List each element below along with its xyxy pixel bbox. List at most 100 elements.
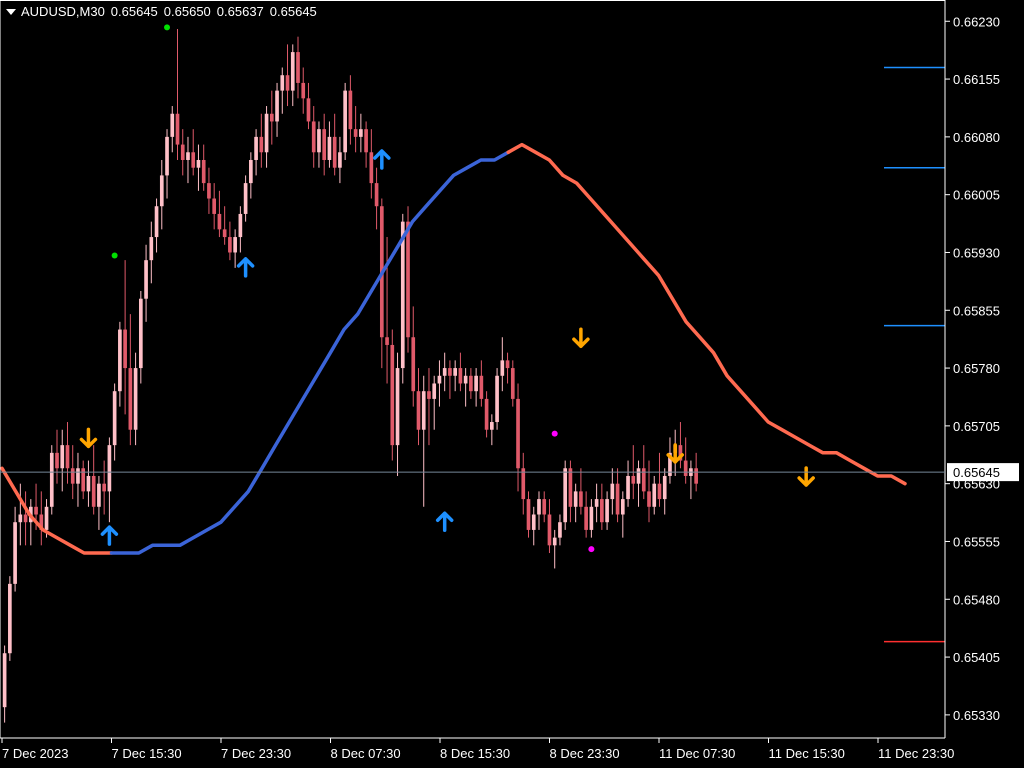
candle xyxy=(97,475,101,530)
price-tick-label: 0.65405 xyxy=(953,650,1000,665)
candle-body xyxy=(18,514,23,523)
candle xyxy=(547,499,552,554)
candle xyxy=(207,167,211,214)
candle-body xyxy=(369,152,374,184)
candle xyxy=(23,491,28,546)
candle-body xyxy=(626,475,630,500)
candle xyxy=(76,452,80,507)
candle-body xyxy=(547,514,552,546)
time-tick-label: 11 Dec 15:30 xyxy=(769,746,845,761)
candle xyxy=(579,468,583,515)
candle-body xyxy=(374,183,379,207)
price-tick-label: 0.65930 xyxy=(953,245,1000,260)
candle xyxy=(165,129,169,199)
candle-body xyxy=(531,514,536,530)
candle xyxy=(81,460,86,500)
chevron-down-icon[interactable] xyxy=(6,9,16,16)
candle-body xyxy=(254,136,258,160)
candle-body xyxy=(484,398,489,430)
candle xyxy=(400,213,405,384)
candle-body xyxy=(568,468,573,507)
candle xyxy=(442,352,447,392)
signals xyxy=(79,24,815,553)
candle xyxy=(332,113,337,176)
candle xyxy=(175,28,180,160)
ma-line-segment xyxy=(109,150,510,555)
candle-body xyxy=(479,375,484,399)
candle-body xyxy=(510,368,515,399)
candle-body xyxy=(458,368,463,384)
candle-body xyxy=(432,383,437,399)
candle-body xyxy=(269,113,274,122)
candle-body xyxy=(102,483,106,492)
candle xyxy=(55,429,59,484)
candle-body xyxy=(107,445,112,492)
candle xyxy=(186,136,190,184)
time-tick-label: 8 Dec 23:30 xyxy=(550,746,620,761)
candle xyxy=(128,314,133,446)
candle xyxy=(474,368,478,407)
candle-body xyxy=(448,368,452,376)
candle-body xyxy=(296,52,300,83)
time-tick-label: 7 Dec 23:30 xyxy=(221,746,291,761)
candle xyxy=(484,391,489,438)
price-tick-label: 0.66080 xyxy=(953,130,1000,145)
candle xyxy=(322,113,327,176)
candle-body xyxy=(180,144,185,160)
candle xyxy=(390,329,395,461)
candle-body xyxy=(259,136,264,153)
horizontal-levels xyxy=(884,66,945,643)
candle xyxy=(296,36,300,99)
candle xyxy=(154,198,159,253)
candle xyxy=(180,129,185,176)
candle xyxy=(526,491,531,538)
candle-body xyxy=(44,506,49,530)
candle-body xyxy=(186,152,190,160)
candle xyxy=(568,460,573,523)
candle-body xyxy=(615,483,620,515)
candle xyxy=(238,206,243,253)
candle-body xyxy=(327,136,332,160)
candle-body xyxy=(76,468,80,484)
symbol-header[interactable]: AUDUSD,M30 0.65645 0.65650 0.65637 0.65645 xyxy=(4,4,323,19)
magenta-dot-marker xyxy=(551,430,558,437)
candle xyxy=(338,136,342,184)
candle xyxy=(123,260,127,415)
candle xyxy=(60,429,65,492)
candle-body xyxy=(385,337,389,345)
candle-body xyxy=(542,499,547,515)
candle xyxy=(657,452,662,507)
candle-body xyxy=(421,391,426,430)
close-value: 0.65645 xyxy=(269,4,317,19)
candle xyxy=(448,360,452,399)
candle xyxy=(563,460,568,530)
candle xyxy=(626,460,630,507)
arrow-down-icon xyxy=(666,443,684,464)
candle-body xyxy=(207,183,211,199)
candle xyxy=(275,82,279,137)
candle-body xyxy=(133,368,138,430)
candle-body xyxy=(652,483,657,507)
candle xyxy=(353,106,358,153)
candle-body xyxy=(411,337,416,392)
candle-body xyxy=(647,491,651,507)
candle xyxy=(505,352,510,384)
candle-body xyxy=(500,360,505,376)
candle xyxy=(432,375,437,430)
candle-body xyxy=(348,90,353,130)
candle xyxy=(348,75,353,145)
candle xyxy=(683,437,688,484)
candle xyxy=(620,491,625,538)
candle xyxy=(463,368,468,407)
candle-body xyxy=(641,468,646,492)
moving-average xyxy=(0,142,907,555)
candle xyxy=(243,175,248,222)
candle-body xyxy=(118,329,122,392)
candle-body xyxy=(437,375,442,384)
candle-body xyxy=(34,506,38,515)
time-tick-label: 11 Dec 23:30 xyxy=(878,746,954,761)
candle xyxy=(421,375,426,507)
magenta-dot-marker xyxy=(588,546,595,553)
candle-body xyxy=(516,398,520,469)
